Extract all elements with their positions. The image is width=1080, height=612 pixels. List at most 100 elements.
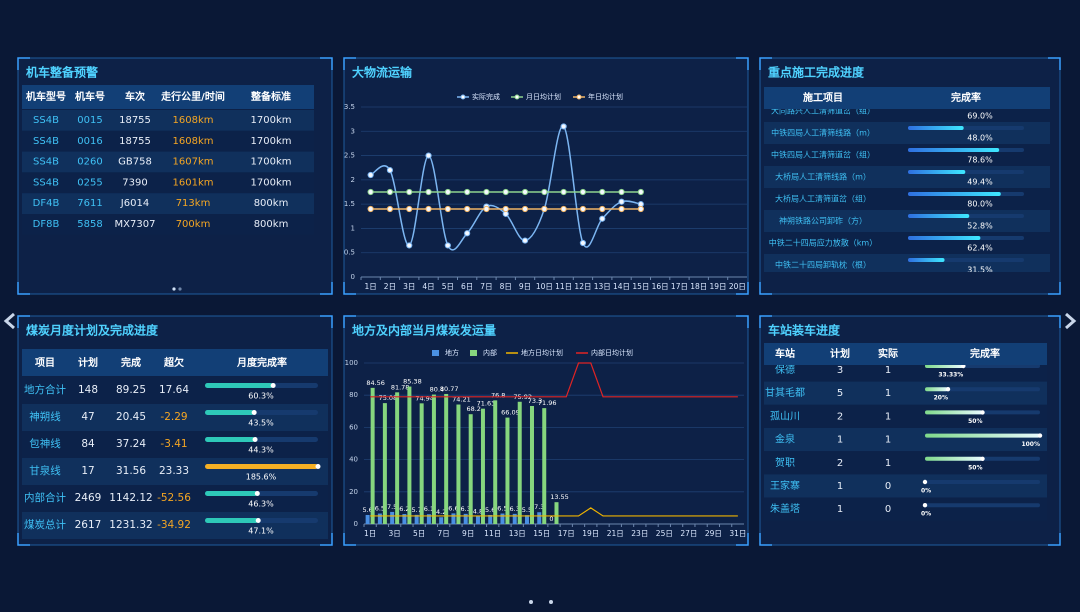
x-tick-label: 23日: [631, 529, 648, 538]
panel-corner: [17, 315, 333, 546]
y-tick-label: 0: [351, 273, 355, 281]
panel-title: 机车整备预警: [26, 65, 98, 80]
x-tick-label: 5日: [442, 282, 454, 291]
cell-text: 1700km: [251, 136, 292, 147]
data-label: 13.55: [550, 493, 569, 501]
cell-text: 5858: [77, 219, 102, 230]
cell-text: 2: [837, 411, 843, 422]
x-tick-label: 6日: [461, 282, 473, 291]
series-point: [425, 205, 432, 213]
data-label: 4.8: [473, 507, 483, 515]
data-label: 73.3: [528, 397, 542, 405]
legend-label: 内部: [483, 348, 497, 357]
bar: [512, 513, 517, 524]
cell-text: 20.45: [116, 411, 146, 423]
progress-bar: [925, 410, 983, 415]
cell-text: 大同路兴人工清筛道岔（组）: [771, 106, 875, 116]
data-label: 84.56: [366, 379, 385, 387]
data-label: 6.6: [448, 504, 458, 512]
cell-text: 1608km: [173, 115, 214, 126]
y-tick-label: 0.5: [344, 249, 355, 257]
cell-text: 2617: [75, 519, 102, 531]
next-arrow[interactable]: [1065, 312, 1077, 330]
bar: [463, 513, 468, 524]
progress-label: 49.4%: [967, 178, 993, 187]
cell-text: 王家寨: [770, 479, 800, 492]
data-label: 5.5: [522, 506, 532, 514]
progress-bar: [205, 437, 256, 442]
series-point: [444, 188, 451, 196]
series-point: [367, 188, 374, 196]
cell-text: 17: [81, 465, 94, 477]
table-header: [764, 87, 1050, 109]
x-tick-label: 29日: [705, 529, 722, 538]
cell-text: 1700km: [251, 115, 292, 126]
progress-bar: [908, 258, 945, 262]
table-row: [764, 497, 1047, 521]
data-label: 71.96: [538, 399, 557, 407]
bar: [390, 511, 395, 524]
panel-corner: [343, 315, 749, 546]
cell-text: 1: [885, 365, 891, 376]
bar: [402, 514, 407, 524]
y-tick-label: 0: [354, 520, 358, 528]
bar: [395, 392, 400, 524]
cell-text: -2.29: [160, 411, 187, 423]
progress-bar: [925, 433, 1040, 438]
page-dot[interactable]: [529, 600, 533, 604]
data-label: 81.78: [391, 383, 410, 391]
progress-track: [925, 480, 1040, 484]
data-label: 80.4: [430, 386, 444, 394]
bar: [480, 408, 485, 524]
series-point: [637, 188, 644, 196]
x-tick-label: 1日: [365, 282, 377, 291]
page-dot[interactable]: [549, 600, 553, 604]
progress-label: 80.0%: [967, 200, 993, 209]
table-row: [22, 485, 328, 512]
series-point: [579, 239, 587, 247]
y-tick-label: 2.5: [344, 152, 355, 160]
cell-text: 大桥局人工清筛道岔（组）: [775, 194, 871, 204]
series-point: [618, 205, 625, 213]
data-label: 6.2: [399, 505, 409, 513]
series-point: [541, 205, 548, 213]
cell-text: 中铁四局人工清筛道岔（组）: [771, 150, 875, 160]
cell-text: 148: [78, 384, 98, 396]
progress-label: 47.1%: [248, 527, 274, 536]
data-label: 68.2: [466, 405, 480, 413]
header-text: 整备标准: [250, 90, 291, 103]
series-point: [464, 188, 471, 196]
x-tick-label: 20日: [729, 282, 746, 291]
progress-bar: [205, 518, 259, 523]
cell-text: 31.56: [116, 465, 146, 477]
progress-knob: [961, 365, 966, 369]
progress-bar: [205, 383, 274, 388]
table-row: [22, 130, 314, 152]
table-row: [22, 377, 328, 404]
group: 5.6 6.5 7.5 6.2 5.7 6.1 4.2 6.6 6.3 4.8 5.6 6.5 6.3 5…: [362, 362, 738, 524]
cell-text: 7611: [77, 198, 102, 209]
cell-text: 700km: [176, 219, 211, 230]
prev-arrow[interactable]: [3, 312, 15, 330]
bar: [431, 394, 436, 524]
y-tick-label: 1.5: [344, 200, 355, 208]
progress-track: [925, 387, 1040, 392]
bar: [377, 513, 382, 524]
cell-text: 1: [837, 435, 843, 446]
series-point: [425, 188, 432, 196]
cell-text: 3: [837, 365, 843, 376]
series-point: [599, 215, 606, 222]
group: 大同路兴人工清筛道岔（组） 69.0% 中铁四局人工清筛线路（m） 48.0% 中铁四局…: [764, 106, 1050, 272]
x-tick-label: 2日: [384, 282, 396, 291]
cell-text: 甘其毛都: [765, 386, 805, 399]
x-tick-label: 3日: [403, 282, 415, 291]
data-label: 7.3: [534, 503, 544, 511]
y-tick-label: 1: [351, 224, 355, 232]
header-text: 完成: [121, 356, 141, 369]
x-tick-label: 25日: [656, 529, 673, 538]
series-point: [483, 188, 490, 196]
bar: [517, 401, 522, 524]
x-tick-label: 17日: [558, 529, 575, 538]
progress-track: [925, 503, 1040, 508]
cell-text: -34.92: [157, 519, 191, 531]
